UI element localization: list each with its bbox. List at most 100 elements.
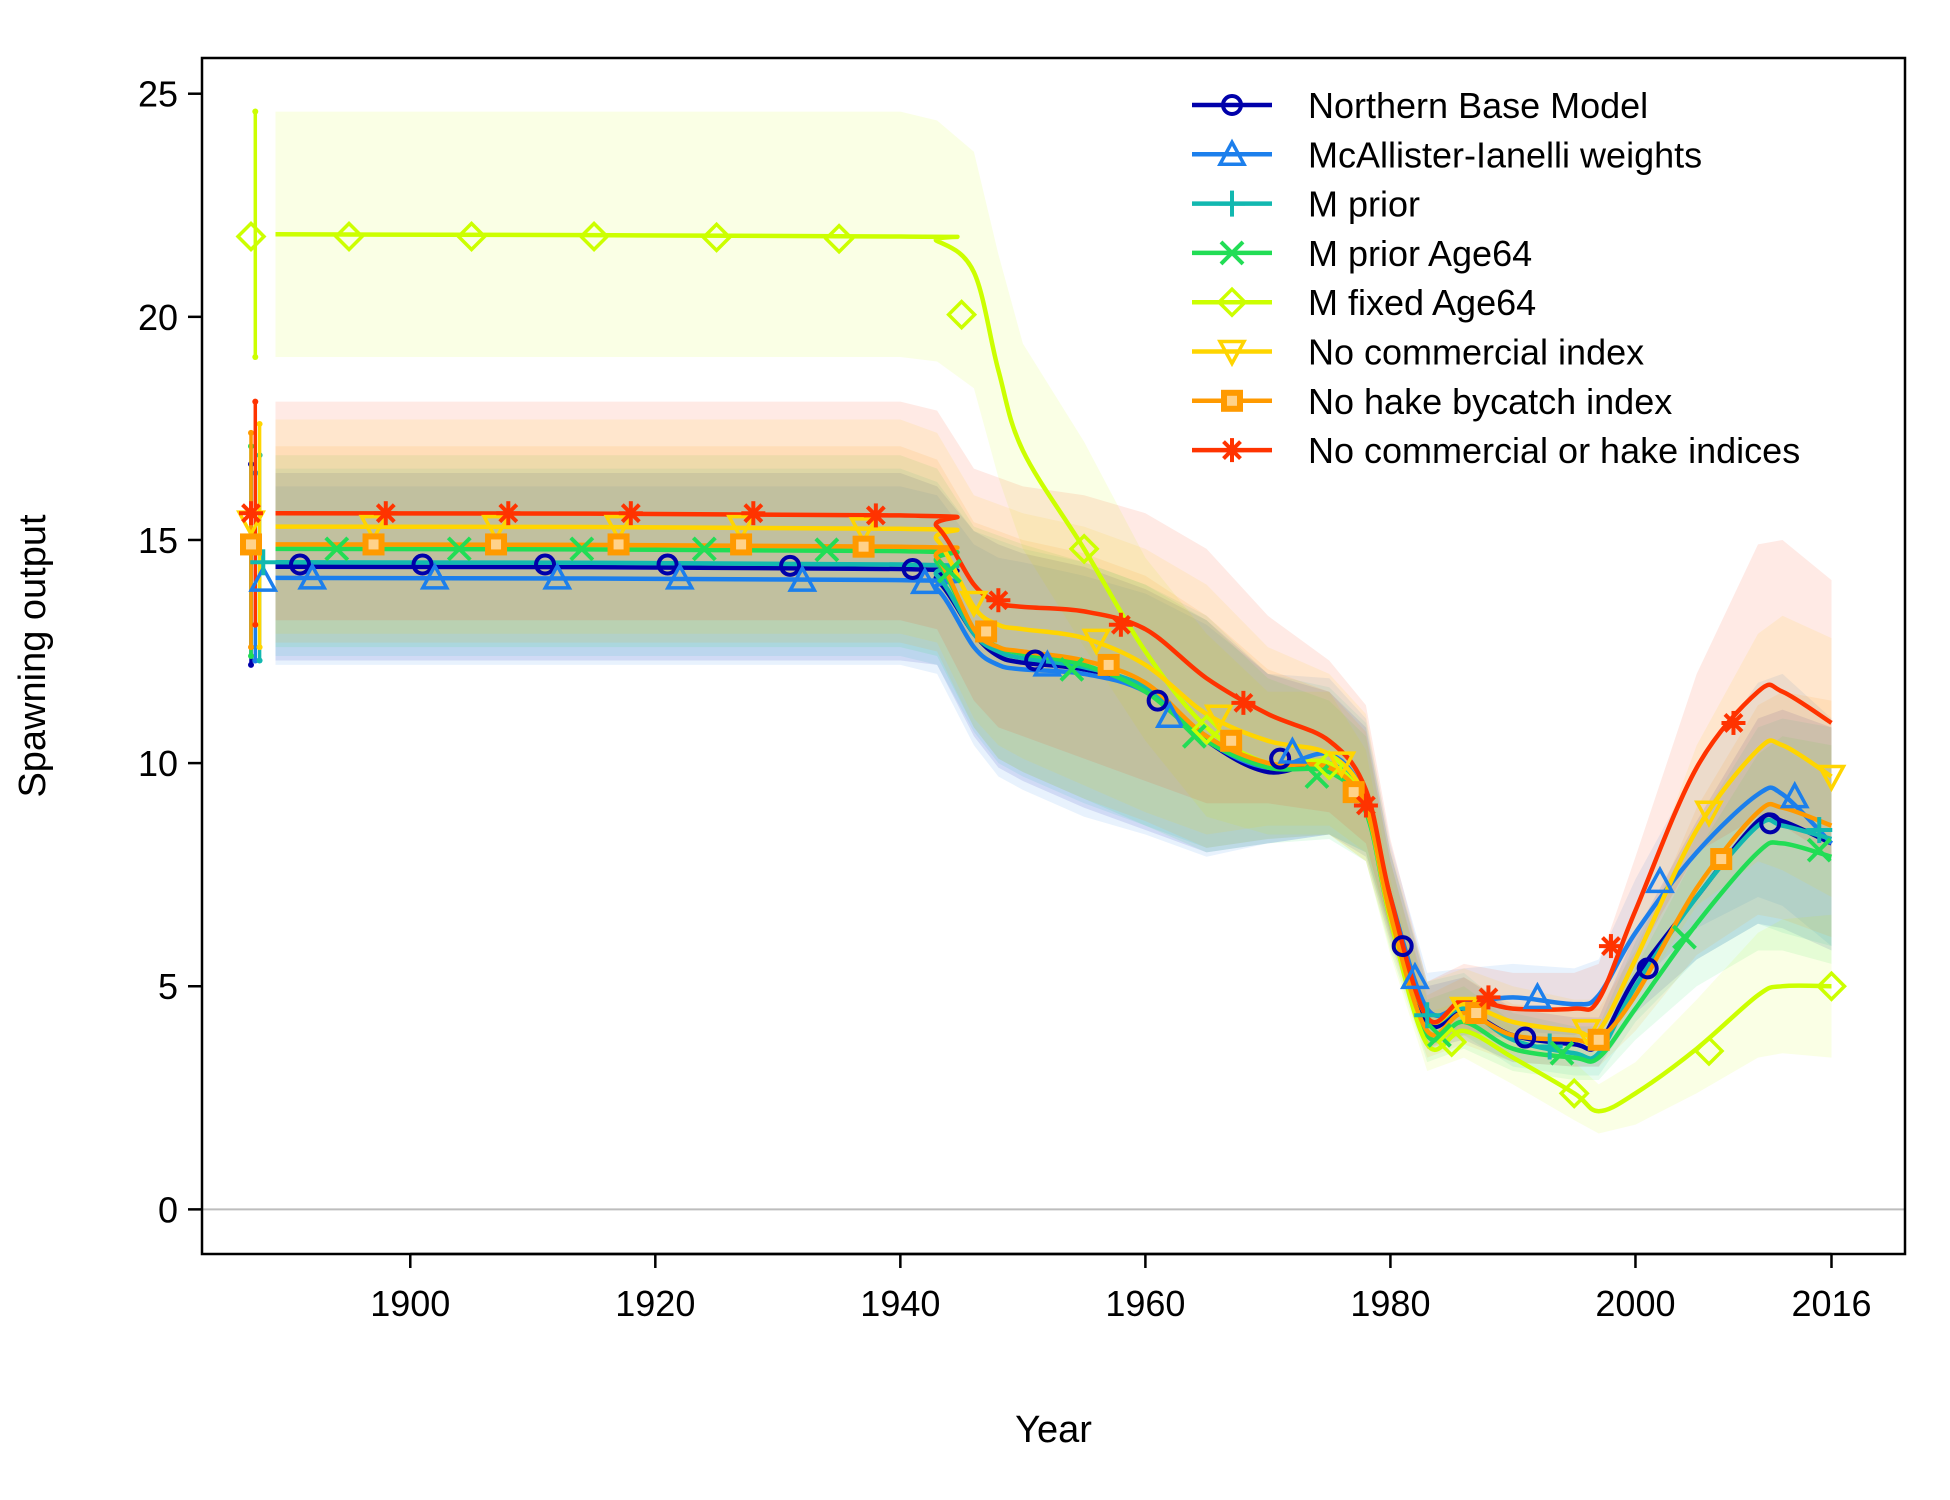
- marker-no-hake-bycatch-index: [1220, 729, 1243, 752]
- marker-m-prior-age64: [1549, 1040, 1575, 1066]
- x-tick-label: 1900: [370, 1283, 450, 1324]
- legend-label: M fixed Age64: [1308, 282, 1536, 323]
- marker-m-prior-age64: [1427, 1022, 1452, 1048]
- legend-label: No commercial index: [1308, 332, 1644, 373]
- marker-m-fixed-age64: [1816, 970, 1847, 1002]
- legend-label: McAllister-Ianelli weights: [1308, 134, 1702, 175]
- x-tick-label: 1940: [860, 1283, 940, 1324]
- marker-m-fixed-age64: [578, 221, 610, 252]
- confidence-bands: [275, 111, 1832, 1134]
- start-error-cap: [256, 657, 263, 664]
- start-error-cap: [252, 354, 259, 360]
- marker-no-hake-bycatch-index: [607, 533, 630, 556]
- marker-no-hake-bycatch-index: [485, 533, 508, 556]
- legend-item-m-fixed-age64: M fixed Age64: [1192, 282, 1536, 323]
- marker-mcallister-ianelli-weights: [419, 562, 450, 590]
- marker-northern-base-model: [534, 553, 557, 576]
- marker-no-commercial-or-hake-indices: [239, 501, 264, 526]
- marker-no-commercial-or-hake-indices: [1598, 934, 1623, 959]
- legend-item-m-prior: M prior: [1192, 184, 1420, 225]
- marker-m-prior-age64: [569, 536, 595, 562]
- marker-no-hake-bycatch-index: [730, 533, 753, 556]
- marker-no-commercial-index: [958, 590, 989, 619]
- legend-item-no-hake-bycatch-index: No hake bycatch index: [1192, 381, 1672, 422]
- x-tick-label: 1980: [1350, 1283, 1430, 1324]
- marker-no-hake-bycatch-index: [975, 620, 998, 643]
- marker-m-fixed-age64: [701, 221, 733, 253]
- marker-northern-base-model: [411, 553, 434, 576]
- marker-m-prior-age64: [446, 536, 472, 562]
- marker-no-commercial-or-hake-indices: [741, 501, 766, 526]
- series-markers: [235, 221, 1847, 1109]
- legend: Northern Base Model McAllister-Ianelli we…: [1192, 85, 1800, 471]
- marker-no-commercial-index: [603, 514, 634, 543]
- legend-label: M prior: [1308, 184, 1420, 225]
- marker-northern-base-model: [1146, 689, 1169, 712]
- marker-m-prior-age64: [814, 537, 840, 563]
- marker-mcallister-ianelli-weights: [1399, 961, 1430, 990]
- start-error-cap: [252, 621, 259, 628]
- marker-no-commercial-or-hake-indices: [618, 501, 643, 526]
- y-tick-label: 15: [138, 520, 178, 561]
- marker-no-hake-bycatch-index: [362, 533, 385, 556]
- marker-m-fixed-age64: [456, 221, 488, 252]
- legend-label: No commercial or hake indices: [1308, 430, 1800, 471]
- y-tick-label: 20: [138, 297, 178, 338]
- series-line-m-fixed-age64: [275, 232, 1832, 1114]
- legend-marker: [1216, 286, 1248, 318]
- marker-no-hake-bycatch-index: [1587, 1028, 1610, 1051]
- start-error-cap: [252, 108, 259, 115]
- legend-label: No hake bycatch index: [1308, 381, 1672, 422]
- start-error-cap: [256, 644, 263, 651]
- marker-m-prior-age64: [1059, 656, 1085, 682]
- legend-marker: [1221, 94, 1243, 116]
- marker-no-commercial-or-hake-indices: [496, 501, 521, 526]
- marker-no-commercial-or-hake-indices: [1231, 690, 1256, 715]
- marker-m-fixed-age64: [1693, 1035, 1725, 1067]
- legend-item-no-commercial-or-hake-indices: No commercial or hake indices: [1192, 430, 1800, 471]
- ci-band-no-hake-bycatch-index: [275, 446, 1832, 1067]
- start-error-cap: [248, 644, 255, 651]
- marker-m-fixed-age64: [823, 223, 855, 255]
- ci-band-northern-base-model: [275, 473, 1832, 1067]
- x-tick-label: 2016: [1791, 1283, 1871, 1324]
- x-axis: 1900 1920 1940 1960 1980 2000 2016: [370, 1252, 1872, 1324]
- marker-no-commercial-index: [848, 517, 879, 545]
- marker-no-commercial-or-hake-indices: [1108, 612, 1133, 637]
- legend-marker: [1221, 389, 1243, 412]
- marker-no-commercial-index: [358, 514, 389, 543]
- marker-no-commercial-or-hake-indices: [986, 588, 1011, 613]
- marker-mcallister-ianelli-weights: [1522, 981, 1553, 1010]
- marker-northern-base-model: [1759, 812, 1782, 835]
- marker-m-prior-age64: [1806, 837, 1832, 863]
- marker-mcallister-ianelli-weights: [1779, 780, 1810, 809]
- marker-mcallister-ianelli-weights: [1277, 736, 1308, 764]
- start-error-cap: [252, 657, 259, 664]
- legend-item-mcallister-ianelli-weights: McAllister-Ianelli weights: [1192, 134, 1702, 175]
- x-axis-title: Year: [1015, 1409, 1092, 1451]
- x-tick-label: 2000: [1595, 1283, 1675, 1324]
- marker-northern-base-model: [656, 553, 679, 576]
- ci-band-m-prior-age64: [275, 455, 1832, 1080]
- marker-no-commercial-or-hake-indices: [1476, 985, 1501, 1010]
- marker-mcallister-ianelli-weights: [1154, 700, 1185, 728]
- legend-marker: [1219, 190, 1245, 217]
- marker-no-commercial-index: [1326, 751, 1357, 779]
- marker-northern-base-model: [1514, 1026, 1537, 1049]
- legend-marker: [1220, 438, 1244, 463]
- marker-m-prior: [1414, 1002, 1441, 1029]
- ci-band-mcallister-ianelli-weights: [275, 486, 1832, 1040]
- marker-mcallister-ianelli-weights: [542, 562, 573, 590]
- legend-marker: [1217, 138, 1247, 167]
- start-error-cap: [248, 653, 255, 659]
- marker-m-prior: [250, 549, 277, 576]
- marker-m-prior-age64: [936, 558, 962, 584]
- marker-no-commercial-index: [1694, 800, 1724, 828]
- marker-no-hake-bycatch-index: [1097, 653, 1120, 676]
- marker-mcallister-ianelli-weights: [297, 562, 328, 590]
- marker-no-hake-bycatch-index: [1710, 848, 1733, 871]
- x-tick-label: 1960: [1105, 1283, 1185, 1324]
- marker-m-prior: [1536, 1033, 1563, 1060]
- marker-m-prior-age64: [1672, 924, 1697, 950]
